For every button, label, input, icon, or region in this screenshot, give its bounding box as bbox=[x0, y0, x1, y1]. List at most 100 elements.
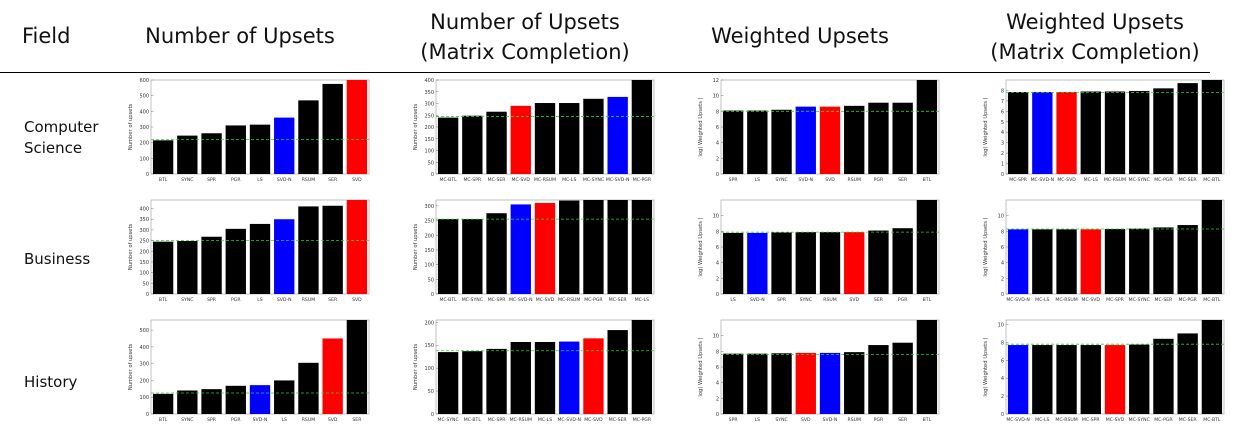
header-rule bbox=[0, 72, 1210, 73]
y-tick-label: 100 bbox=[424, 366, 434, 372]
x-tick-label: MC-LS bbox=[1084, 177, 1098, 183]
bar-rsum bbox=[298, 362, 319, 414]
y-tick-label: 100 bbox=[139, 395, 149, 401]
bar-mc-btl bbox=[437, 219, 459, 294]
y-axis-label: Number of upsets bbox=[413, 104, 419, 151]
y-tick-label: 200 bbox=[424, 233, 434, 239]
bar-svd bbox=[346, 200, 368, 294]
y-tick-label: 8 bbox=[716, 349, 719, 355]
x-tick-label: SVD-N bbox=[277, 297, 292, 303]
bar-ls bbox=[249, 124, 271, 174]
bar-mc-svd bbox=[1080, 229, 1101, 294]
x-tick-label: MC-SPR bbox=[1009, 177, 1028, 183]
x-tick-label: SYNC bbox=[800, 297, 812, 303]
x-tick-label: LS bbox=[730, 297, 736, 303]
x-tick-label: MC-SER bbox=[609, 297, 628, 303]
bar-mc-spr bbox=[486, 348, 507, 414]
y-tick-label: 4 bbox=[1001, 261, 1004, 267]
y-tick-label: 4 bbox=[716, 381, 719, 387]
x-tick-label: MC-BTL bbox=[1203, 297, 1221, 303]
row-label-cs-line1: Computer bbox=[24, 118, 99, 136]
y-tick-label: 0 bbox=[716, 412, 719, 418]
x-tick-label: LS bbox=[755, 417, 761, 423]
x-tick-label: SER bbox=[898, 177, 908, 183]
y-tick-label: 10 bbox=[998, 322, 1004, 328]
chart-cs-upsets: 0 100 200 300 400 500 600 Number of upsets BTL SY… bbox=[128, 78, 370, 183]
bar-mc-pgr bbox=[631, 80, 653, 174]
bar-mc-rsum bbox=[510, 342, 531, 414]
x-tick-label: SVD bbox=[825, 177, 835, 183]
bar-rsum bbox=[844, 105, 865, 174]
bar-ser bbox=[322, 83, 343, 174]
y-tick-label: 50 bbox=[428, 389, 434, 395]
y-tick-label: 150 bbox=[424, 343, 434, 349]
x-tick-label: SER bbox=[352, 417, 362, 423]
y-tick-label: 200 bbox=[424, 320, 434, 326]
x-tick-label: PGR bbox=[898, 297, 908, 303]
x-tick-label: MC-LS bbox=[635, 297, 649, 303]
x-tick-label: MC-SYNC bbox=[438, 417, 459, 423]
x-tick-label: MC-BTL bbox=[1203, 177, 1221, 183]
y-tick-label: 7 bbox=[1001, 99, 1004, 105]
x-tick-label: PGR bbox=[874, 177, 884, 183]
x-tick-label: MC-SVD-N bbox=[557, 417, 581, 423]
chart-history-upsets-mc: 0 50 100 150 200 Number of upsets MC-SYNC MC-BT… bbox=[413, 319, 655, 423]
x-tick-label: MC-RSUM bbox=[1104, 177, 1126, 183]
y-tick-label: 400 bbox=[139, 345, 149, 351]
row-label-history: History bbox=[24, 373, 78, 391]
bar-svd-n bbox=[274, 117, 295, 174]
y-tick-label: 300 bbox=[424, 102, 434, 108]
y-tick-label: 4 bbox=[716, 141, 719, 147]
x-tick-label: MC-RSUM bbox=[510, 417, 532, 423]
x-tick-label: SYNC bbox=[181, 177, 193, 183]
chart-business-upsets: 0 50 100 150 200 250 300 350 400 Number of upsets… bbox=[128, 199, 370, 303]
bar-svd bbox=[819, 106, 841, 174]
y-tick-label: 12 bbox=[713, 78, 719, 84]
y-tick-label: 300 bbox=[139, 125, 149, 131]
x-tick-label: MC-SVD bbox=[1082, 297, 1101, 303]
x-tick-label: SYNC bbox=[181, 297, 193, 303]
bar-mc-btl bbox=[1201, 80, 1223, 174]
header-weighted-upsets: Weighted Upsets bbox=[711, 24, 889, 48]
chart-cs-weighted: 0 2 4 6 8 10 12 log( Weighted Upsets ) SPR LS SYNC… bbox=[698, 78, 940, 183]
bar-mc-ls bbox=[559, 103, 580, 174]
y-tick-label: 150 bbox=[424, 248, 434, 254]
x-tick-label: LS bbox=[257, 297, 263, 303]
x-tick-label: MC-SVD bbox=[1057, 177, 1076, 183]
bar-btl bbox=[152, 140, 174, 174]
bar-mc-pgr bbox=[1177, 225, 1198, 294]
bar-sync bbox=[771, 353, 792, 414]
bar-mc-sync bbox=[583, 98, 604, 174]
bar-svd bbox=[346, 80, 368, 174]
y-tick-label: 4 bbox=[716, 261, 719, 267]
x-tick-label: MC-SYNC bbox=[583, 177, 604, 183]
x-tick-label: SVD bbox=[352, 297, 362, 303]
bar-mc-pgr bbox=[1153, 88, 1174, 174]
bar-mc-svd bbox=[583, 338, 604, 414]
header-field: Field bbox=[22, 24, 71, 48]
y-tick-label: 8 bbox=[716, 229, 719, 235]
x-tick-label: SVD bbox=[328, 417, 338, 423]
bar-mc-ls bbox=[631, 200, 653, 294]
bar-mc-svd bbox=[510, 105, 531, 174]
y-tick-label: 0 bbox=[1001, 172, 1004, 178]
bar-pgr bbox=[225, 228, 246, 294]
bar-mc-spr bbox=[1007, 92, 1029, 174]
bar-pgr bbox=[225, 125, 246, 174]
bar-btl bbox=[916, 200, 938, 294]
bar-mc-btl bbox=[437, 117, 459, 174]
y-tick-label: 10 bbox=[713, 334, 719, 340]
x-tick-label: SER bbox=[874, 297, 884, 303]
y-tick-label: 0 bbox=[431, 292, 434, 298]
bar-ls bbox=[722, 232, 744, 294]
x-tick-label: MC-PGR bbox=[633, 177, 652, 183]
y-tick-label: 250 bbox=[139, 239, 149, 245]
y-tick-label: 4 bbox=[1001, 130, 1004, 136]
x-tick-label: MC-LS bbox=[538, 417, 552, 423]
bar-spr bbox=[722, 110, 744, 174]
x-tick-label: SER bbox=[328, 177, 338, 183]
bar-sync bbox=[177, 390, 198, 414]
x-tick-label: SYNC bbox=[775, 417, 787, 423]
x-tick-label: PGR bbox=[231, 297, 241, 303]
x-tick-label: BTL bbox=[159, 177, 168, 183]
